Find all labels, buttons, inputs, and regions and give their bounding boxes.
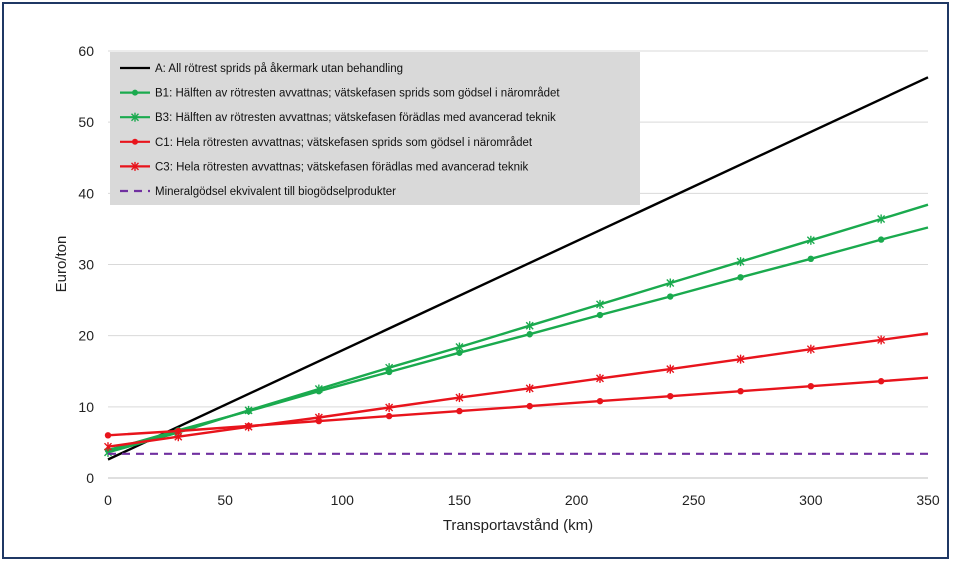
legend-entry: B1: Hälften av rötresten avvattnas; väts… <box>155 88 560 100</box>
series-line <box>107 332 929 448</box>
legend-dot-marker <box>132 138 138 145</box>
dot-marker <box>807 255 815 263</box>
dot-marker <box>526 331 533 338</box>
series-2 <box>104 226 929 454</box>
dot-marker <box>104 432 112 439</box>
dot-marker <box>667 293 674 300</box>
dot-marker <box>456 407 463 415</box>
series-line <box>107 203 929 454</box>
dot-marker <box>526 402 533 410</box>
x-tick-label: 0 <box>104 492 112 508</box>
legend-dot-marker <box>132 89 138 96</box>
dot-marker <box>737 274 744 281</box>
y-tick-label: 50 <box>78 114 94 130</box>
series-5 <box>104 332 929 452</box>
series-1 <box>107 76 929 461</box>
dot-marker <box>596 397 604 405</box>
y-tick-label: 40 <box>78 185 94 201</box>
x-tick-label: 300 <box>799 492 823 508</box>
series-line <box>107 76 929 461</box>
y-tick-label: 0 <box>86 470 94 486</box>
y-tick-label: 20 <box>78 328 94 344</box>
dot-marker <box>807 382 815 390</box>
series-lines <box>104 76 929 461</box>
legend-entry: C3: Hela rötresten avvattnas; vätskefase… <box>155 161 529 173</box>
y-tick-label: 30 <box>78 257 94 273</box>
dot-marker <box>596 311 604 319</box>
dot-marker <box>877 236 885 243</box>
legend-entry: B3: Hälften av rötresten avvattnas; väts… <box>155 112 556 124</box>
y-tick-labels: 0 10 20 30 40 50 60 <box>78 43 94 486</box>
x-tick-label: 50 <box>217 492 233 508</box>
legend-entry: A: All rötrest sprids på åkermark utan b… <box>155 63 403 75</box>
dot-marker <box>877 378 885 385</box>
x-tick-label: 200 <box>565 492 589 508</box>
legend: A: All rötrest sprids på åkermark utan b… <box>110 52 640 205</box>
x-tick-label: 350 <box>916 492 940 508</box>
x-tick-label: 150 <box>448 492 472 508</box>
y-tick-label: 10 <box>78 399 94 415</box>
dot-marker <box>385 412 393 420</box>
legend-background <box>110 52 640 205</box>
dot-marker <box>667 392 674 400</box>
x-tick-label: 100 <box>331 492 355 508</box>
x-axis-label: Transportavstånd (km) <box>443 517 593 534</box>
dot-marker <box>737 387 744 395</box>
y-axis-label: Euro/ton <box>53 236 70 293</box>
series-3 <box>104 203 929 457</box>
legend-entry: Mineralgödsel ekvivalent till biogödselp… <box>155 186 396 198</box>
legend-entry: C1: Hela rötresten avvattnas; vätskefase… <box>155 137 533 149</box>
x-tick-label: 250 <box>682 492 706 508</box>
dot-marker <box>175 427 182 435</box>
y-tick-label: 60 <box>78 43 94 59</box>
x-tick-labels: 0 50 100 150 200 250 300 350 <box>104 492 940 508</box>
dot-marker <box>456 349 463 356</box>
